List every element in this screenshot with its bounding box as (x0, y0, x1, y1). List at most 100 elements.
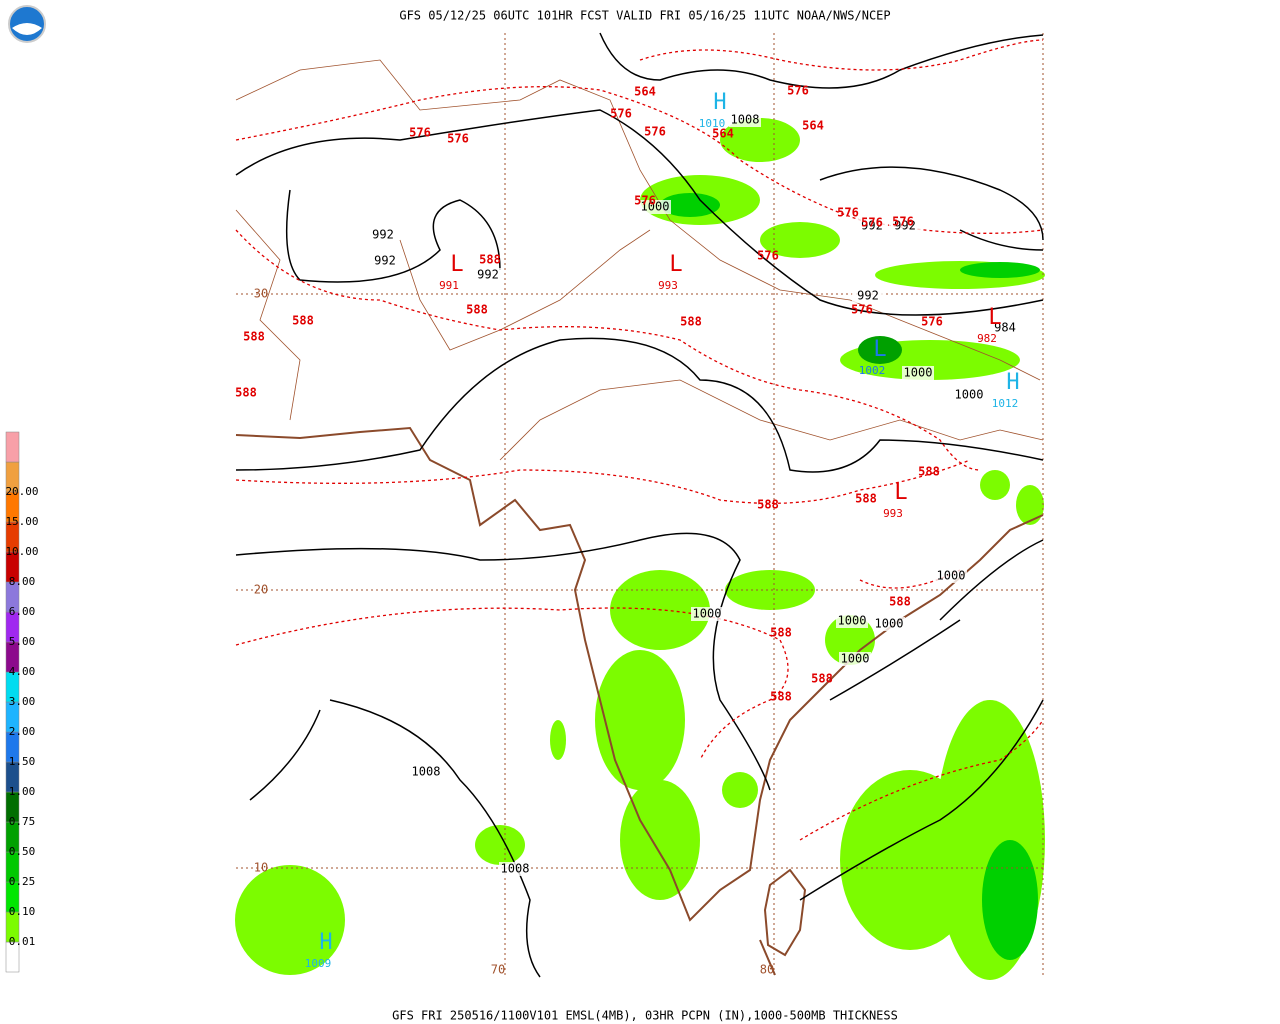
thickness-label: 576 (610, 107, 632, 121)
thickness-contour (639, 39, 1044, 71)
thickness-label: 576 (409, 126, 431, 140)
isobar-label-bg (935, 569, 967, 583)
pressure-center-symbol: L (988, 305, 1001, 330)
thickness-label: 576 (447, 132, 469, 146)
header-title: GFS 05/12/25 06UTC 101HR FCST VALID FRI … (399, 9, 890, 23)
isobar-label-bg (639, 200, 671, 214)
precip-area (840, 770, 980, 950)
precip-area (960, 262, 1040, 278)
isobar-label-bg (369, 254, 401, 268)
thickness-label: 588 (770, 690, 792, 704)
border (499, 379, 1044, 461)
legend-label: 8.00 (9, 575, 36, 588)
thickness-label: 588 (235, 386, 257, 400)
isobar (819, 166, 1044, 251)
isobar-label: 1008 (731, 113, 760, 127)
isobar-label: 992 (894, 219, 916, 233)
legend-label: 1.00 (9, 785, 36, 798)
isobar (235, 109, 1044, 316)
isobar (249, 699, 541, 978)
thickness-label: 576 (757, 249, 779, 263)
precip-area (550, 720, 566, 760)
precip-area (722, 772, 758, 808)
precipitation (235, 118, 1045, 980)
precip-area (1016, 485, 1044, 525)
thickness-label: 564 (712, 127, 734, 141)
thickness-label: 576 (644, 125, 666, 139)
thickness-label: 576 (851, 303, 873, 317)
pressure-center-value: 1009 (305, 957, 332, 970)
thickness-label: 588 (292, 314, 314, 328)
latitude-label: 10 (254, 861, 268, 875)
legend-label: 0.10 (9, 905, 36, 918)
thickness-label: 588 (855, 492, 877, 506)
thickness-label: 588 (811, 672, 833, 686)
longitude-label: 70 (491, 963, 505, 977)
thickness-label: 588 (243, 330, 265, 344)
pressure-center-value: 993 (658, 279, 678, 292)
thickness-label: 564 (634, 85, 656, 99)
pressure-center-value: 991 (439, 279, 459, 292)
isobar-label: 1000 (875, 617, 904, 631)
coastline (763, 868, 807, 957)
grid (236, 33, 1044, 977)
footer-title: GFS FRI 250516/1100V101 EMSL(4MB), 03HR … (392, 1009, 898, 1023)
isobar-label: 1000 (904, 366, 933, 380)
thickness-label: 576 (634, 194, 656, 208)
legend-label: 2.00 (9, 725, 36, 738)
thickness-label: 576 (787, 84, 809, 98)
legend-label: 0.01 (9, 935, 36, 948)
legend-label: 5.00 (9, 635, 36, 648)
isobar-label: 992 (857, 289, 879, 303)
isobar-label-bg (902, 366, 934, 380)
precip-area (620, 780, 700, 900)
borders (235, 59, 1044, 461)
isobar-label: 1008 (412, 765, 441, 779)
isobar (829, 539, 1044, 701)
coastline (759, 939, 776, 976)
precip-area (982, 840, 1038, 960)
isobar-label: 1000 (955, 388, 984, 402)
isobar-label-bg (852, 289, 884, 303)
thickness-label: 588 (680, 315, 702, 329)
isobar-label-bg (989, 321, 1021, 335)
thickness-label: 588 (466, 303, 488, 317)
precip-area (858, 336, 902, 364)
pressure-center-symbol: L (669, 252, 682, 277)
isobar (799, 699, 1044, 901)
pressure-center-value: 1002 (859, 364, 886, 377)
map-labels: 30 20 10 70 80 992 992 992 992 992 992 1000 1000 1000… (235, 84, 1021, 977)
isobar-label-bg (839, 652, 871, 666)
latitude-label: 20 (254, 583, 268, 597)
isobar-label: 1008 (501, 862, 530, 876)
pressure-center-value: 1010 (699, 117, 726, 130)
legend-label: 0.75 (9, 815, 36, 828)
thickness-label: 576 (892, 215, 914, 229)
precip-area (475, 825, 525, 865)
thickness-label: 576 (921, 315, 943, 329)
isobar-label-bg (729, 113, 761, 127)
coastline (235, 426, 1044, 922)
precip-area (595, 650, 685, 790)
isobar-label: 1000 (838, 614, 867, 628)
isobar-label-bg (836, 614, 868, 628)
legend-label: 10.00 (5, 545, 38, 558)
precip-area (235, 865, 345, 975)
precip-legend: 0.01 0.10 0.25 0.50 0.75 1.00 1.50 2.00 3.00 4.00… (5, 431, 39, 973)
thickness-contour (799, 719, 1044, 841)
thickness-label: 588 (479, 253, 501, 267)
noaa-logo-bird (12, 23, 42, 35)
isobar-label-bg (499, 862, 531, 876)
latitude-label: 30 (254, 287, 268, 301)
thickness-label: 588 (889, 595, 911, 609)
isobar (599, 32, 1044, 89)
longitude-label: 80 (760, 963, 774, 977)
legend-label: 0.25 (9, 875, 36, 888)
isobar-label-bg (889, 219, 921, 233)
isobar-label: 984 (994, 321, 1016, 335)
precip-area (725, 570, 815, 610)
thickness-label: 564 (802, 119, 824, 133)
isobar-label: 992 (374, 254, 396, 268)
isobars (235, 32, 1044, 978)
isobar-label-bg (410, 765, 442, 779)
